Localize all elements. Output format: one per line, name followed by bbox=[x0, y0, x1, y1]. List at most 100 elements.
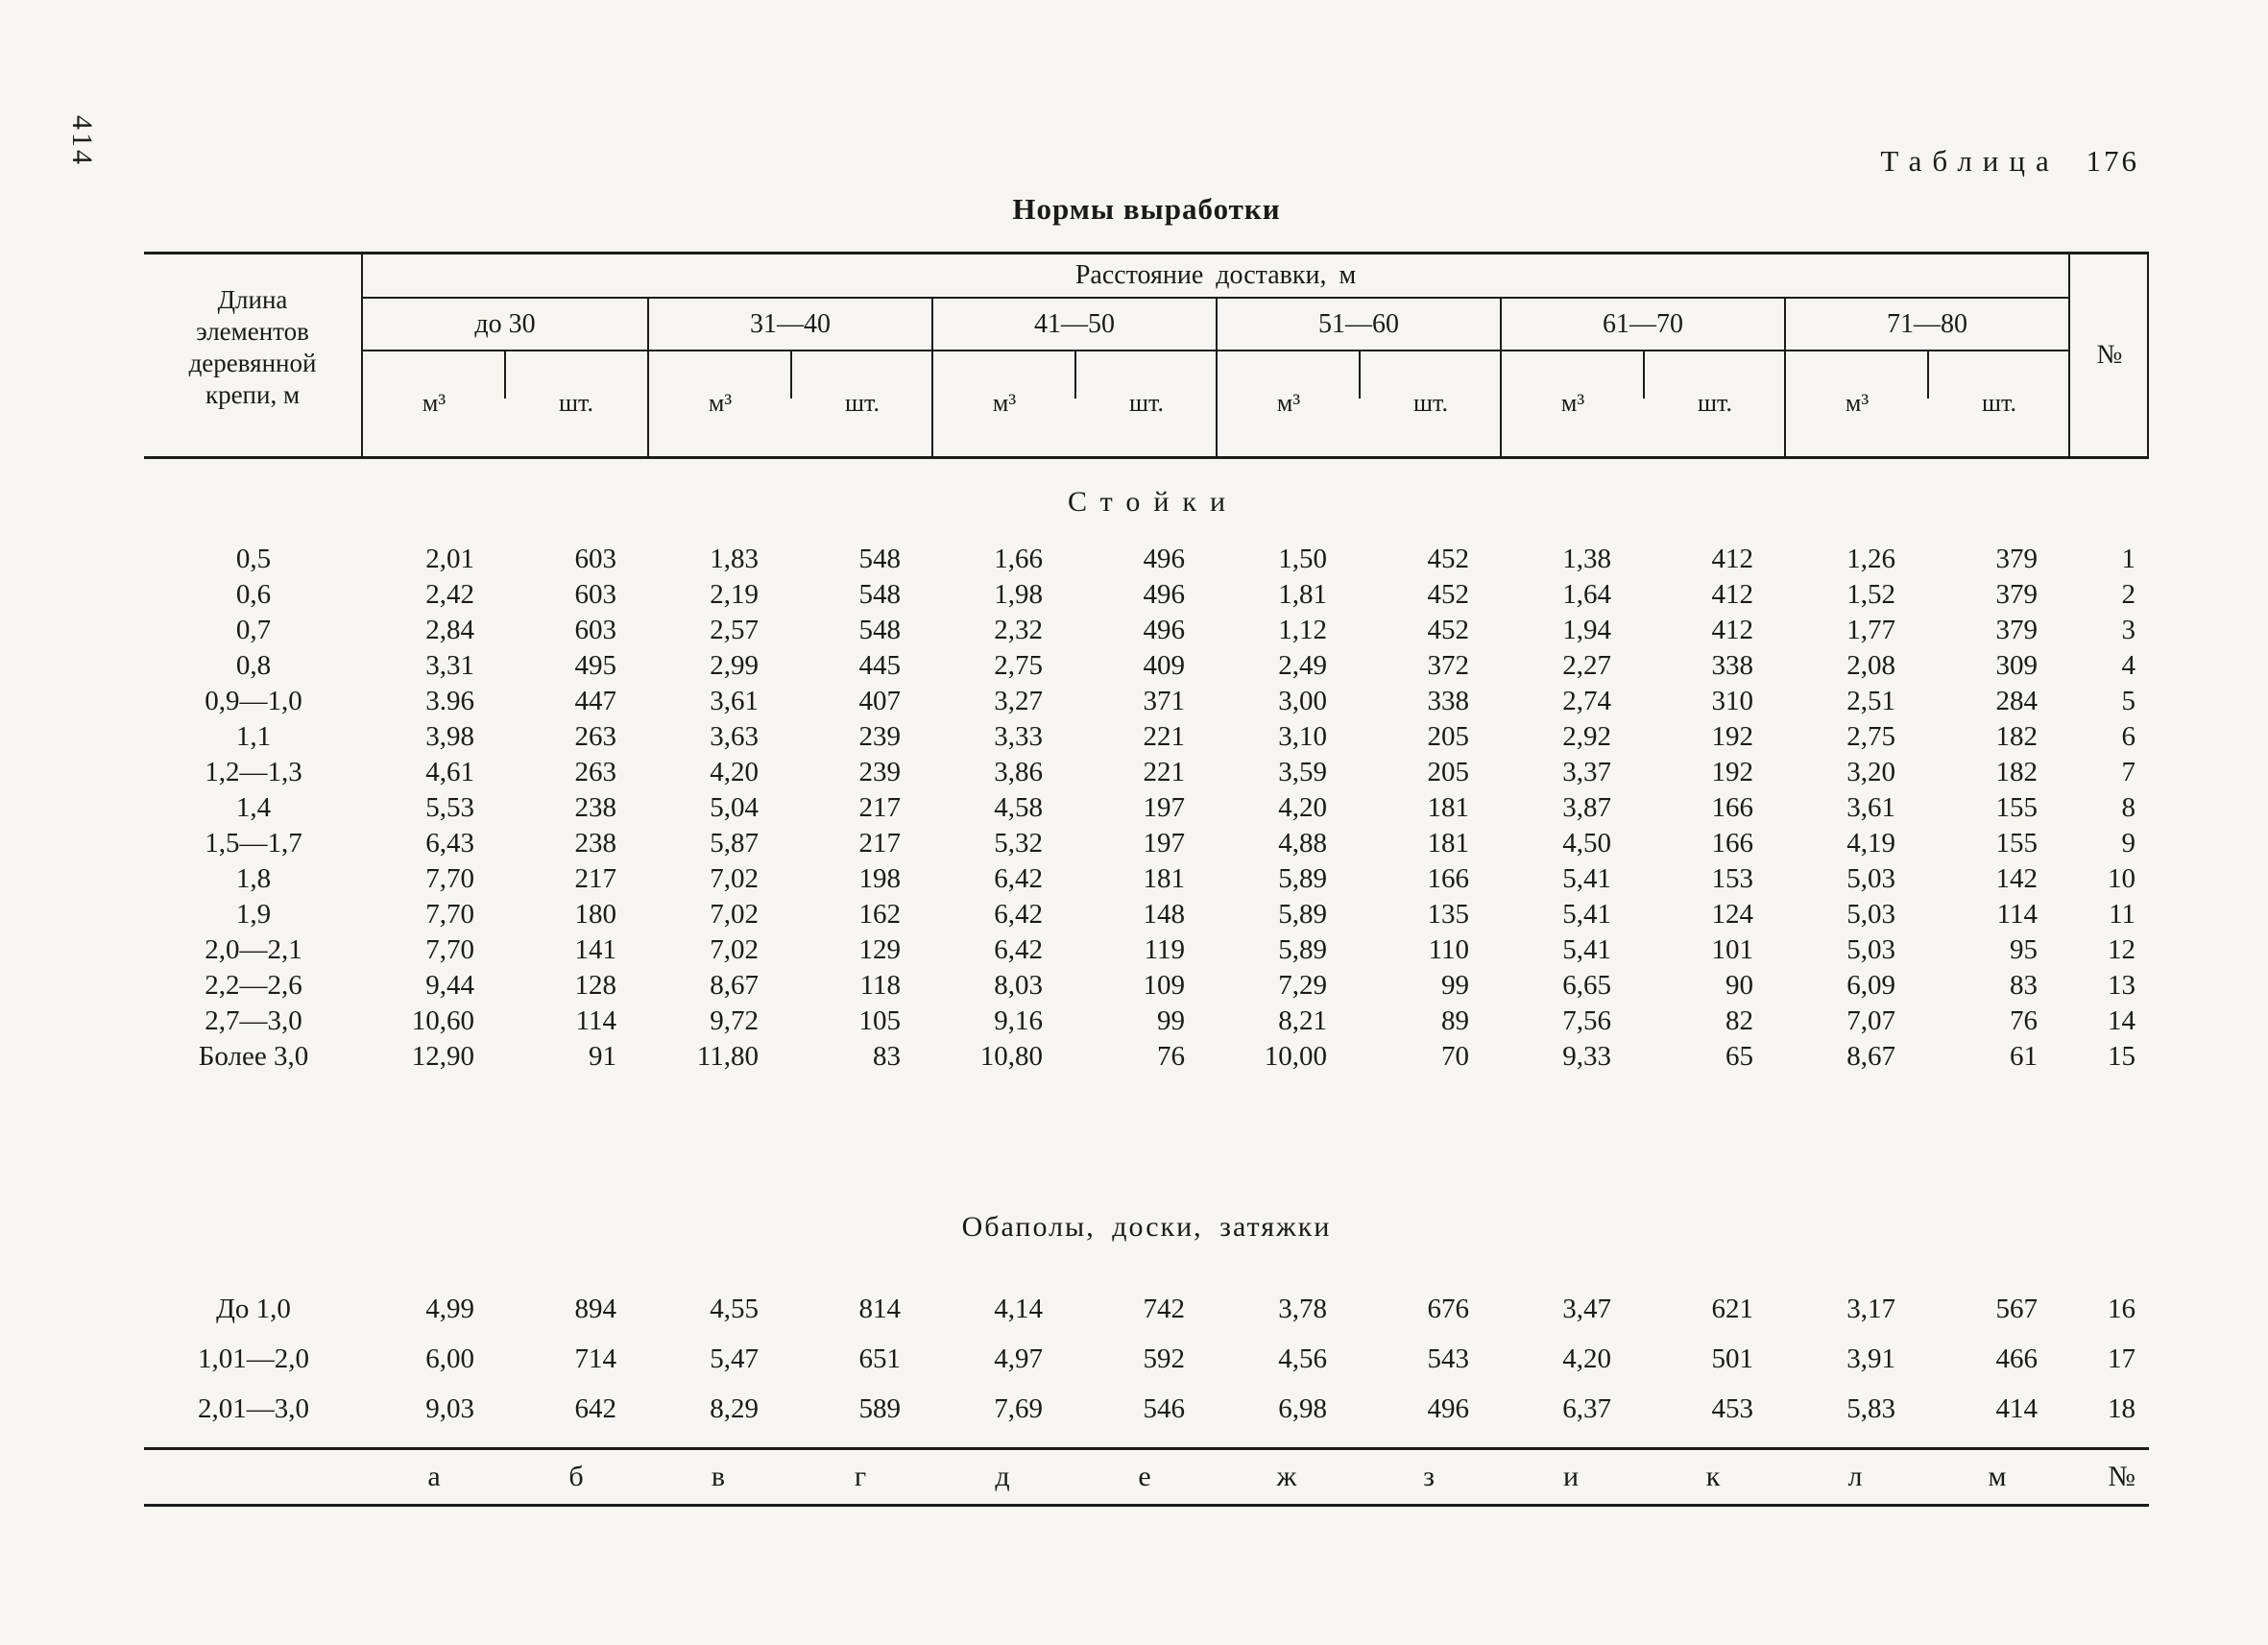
cell-volume: 6,42 bbox=[994, 934, 1043, 965]
cell-count: 101 bbox=[1711, 934, 1754, 965]
cell-volume: 3,10 bbox=[1278, 721, 1327, 752]
unit-volume-header: м³ bbox=[1560, 389, 1585, 417]
cell-volume: 2,32 bbox=[994, 615, 1043, 645]
cell-count: 217 bbox=[858, 828, 902, 859]
cell-volume: 6,09 bbox=[1846, 970, 1895, 1001]
cell-volume: 2,92 bbox=[1562, 721, 1611, 752]
distance-range-text: 31—40 bbox=[750, 309, 831, 339]
cell-volume: 3,78 bbox=[1278, 1293, 1327, 1324]
units-row: м³ шт. bbox=[649, 351, 931, 456]
table-row: 2,01—3,0 9,03 642 8,29 589 7,69 546 6,98 496 6,37… bbox=[144, 1384, 2149, 1434]
cell-volume: 5,41 bbox=[1562, 863, 1611, 894]
cell-count: 379 bbox=[1995, 615, 2039, 645]
cell-volume: 11,80 bbox=[696, 1041, 759, 1072]
cell-row-number: 10 bbox=[2108, 863, 2135, 894]
cell-count: 239 bbox=[858, 757, 902, 787]
cell-count: 182 bbox=[1995, 757, 2039, 787]
cell-count: 182 bbox=[1995, 721, 2039, 752]
cell-volume: 3,86 bbox=[994, 757, 1043, 787]
cell-volume: 2,75 bbox=[994, 650, 1043, 681]
unit-count-header: шт. bbox=[1359, 351, 1502, 456]
cell-volume: 2,19 bbox=[710, 579, 759, 610]
cell-volume: 1,38 bbox=[1562, 544, 1611, 574]
cell-count: 180 bbox=[574, 899, 617, 930]
cell-volume: 5,89 bbox=[1278, 934, 1327, 965]
cell-count: 181 bbox=[1427, 792, 1470, 823]
cell-row-number: 14 bbox=[2108, 1005, 2135, 1036]
cell-count: 166 bbox=[1711, 792, 1754, 823]
table-row: 0,5 2,01 603 1,83 548 1,66 496 1,50 452 1,38 412 1,… bbox=[144, 542, 2149, 577]
cell-volume: 7,70 bbox=[425, 899, 474, 930]
cell-volume: 6,42 bbox=[994, 899, 1043, 930]
cell-volume: 4,88 bbox=[1278, 828, 1327, 859]
cell-volume: 5,41 bbox=[1562, 934, 1611, 965]
corner-header-line: элементов bbox=[196, 317, 309, 346]
cell-volume: 2,49 bbox=[1278, 650, 1327, 681]
cell-volume: 4,99 bbox=[425, 1293, 474, 1324]
cell-volume: 4,56 bbox=[1278, 1343, 1327, 1374]
column-letter: е bbox=[1138, 1461, 1151, 1492]
table-body: Стойки 0,5 2,01 603 1,83 548 1,66 496 1,50 452 1,3… bbox=[144, 486, 2149, 1434]
cell-volume: 7,56 bbox=[1562, 1005, 1611, 1036]
cell-length: 1,9 bbox=[235, 899, 272, 930]
cell-volume: 3,31 bbox=[425, 650, 474, 681]
cell-volume: 3,98 bbox=[425, 721, 474, 752]
cell-volume: 6,00 bbox=[425, 1343, 474, 1374]
table-caption: Таблица 176 bbox=[1880, 144, 2139, 179]
cell-volume: 5,83 bbox=[1846, 1392, 1895, 1424]
number-column-header: № bbox=[2068, 254, 2149, 456]
cell-volume: 3,61 bbox=[710, 686, 759, 716]
cell-count: 155 bbox=[1995, 828, 2039, 859]
cell-count: 310 bbox=[1711, 686, 1754, 716]
cell-count: 128 bbox=[574, 970, 617, 1001]
section-rows: До 1,0 4,99 894 4,55 814 4,14 742 3,78 676 3,47 62… bbox=[144, 1284, 2149, 1434]
footer-number-sign: № bbox=[2108, 1461, 2135, 1492]
cell-volume: 3,33 bbox=[994, 721, 1043, 752]
cell-length: 2,2—2,6 bbox=[205, 970, 302, 1001]
cell-volume: 4,20 bbox=[710, 757, 759, 787]
cell-volume: 10,60 bbox=[411, 1005, 474, 1036]
cell-volume: 3,61 bbox=[1846, 792, 1895, 823]
cell-count: 141 bbox=[574, 934, 617, 965]
unit-count-header: шт. bbox=[1643, 351, 1786, 456]
cell-count: 447 bbox=[574, 686, 617, 716]
cell-volume: 4,55 bbox=[710, 1293, 759, 1324]
distance-group: 71—80 м³ шт. bbox=[1784, 299, 2068, 456]
cell-count: 95 bbox=[2010, 934, 2038, 965]
cell-volume: 8,67 bbox=[1846, 1041, 1895, 1072]
column-letter: з bbox=[1423, 1461, 1435, 1492]
cell-volume: 10,80 bbox=[979, 1041, 1043, 1072]
cell-volume: 1,77 bbox=[1846, 615, 1895, 645]
cell-count: 412 bbox=[1711, 544, 1754, 574]
cell-row-number: 18 bbox=[2108, 1392, 2135, 1424]
table-row: 0,9—1,0 3.96 447 3,61 407 3,27 371 3,00 338 2,74 3… bbox=[144, 684, 2149, 719]
section-title: Обаполы, доски, затяжки bbox=[961, 1211, 1332, 1243]
cell-volume: 4,50 bbox=[1562, 828, 1611, 859]
cell-volume: 1,50 bbox=[1278, 544, 1327, 574]
cell-volume: 5,03 bbox=[1846, 934, 1895, 965]
unit-volume-header: м³ bbox=[708, 389, 733, 417]
cell-count: 181 bbox=[1143, 863, 1186, 894]
cell-count: 118 bbox=[859, 970, 901, 1001]
table-row: До 1,0 4,99 894 4,55 814 4,14 742 3,78 676 3,47 62… bbox=[144, 1284, 2149, 1334]
cell-count: 148 bbox=[1143, 899, 1186, 930]
cell-volume: 5,03 bbox=[1846, 899, 1895, 930]
units-row: м³ шт. bbox=[1502, 351, 1784, 456]
cell-length: 1,1 bbox=[235, 721, 272, 752]
cell-count: 372 bbox=[1427, 650, 1470, 681]
cell-volume: 7,02 bbox=[710, 934, 759, 965]
distance-group: 41—50 м³ шт. bbox=[931, 299, 1216, 456]
cell-volume: 6,37 bbox=[1562, 1392, 1611, 1424]
cell-volume: 4,97 bbox=[994, 1343, 1043, 1374]
cell-row-number: 7 bbox=[2121, 757, 2136, 787]
table-caption-word: Таблица bbox=[1880, 144, 2060, 178]
cell-count: 452 bbox=[1427, 544, 1470, 574]
cell-volume: 1,12 bbox=[1278, 615, 1327, 645]
cell-count: 592 bbox=[1143, 1343, 1186, 1374]
distance-range-label: 41—50 bbox=[933, 299, 1216, 351]
cell-count: 135 bbox=[1427, 899, 1470, 930]
cell-length: 1,8 bbox=[235, 863, 272, 894]
cell-volume: 3,59 bbox=[1278, 757, 1327, 787]
cell-count: 445 bbox=[858, 650, 902, 681]
cell-count: 76 bbox=[1157, 1041, 1185, 1072]
